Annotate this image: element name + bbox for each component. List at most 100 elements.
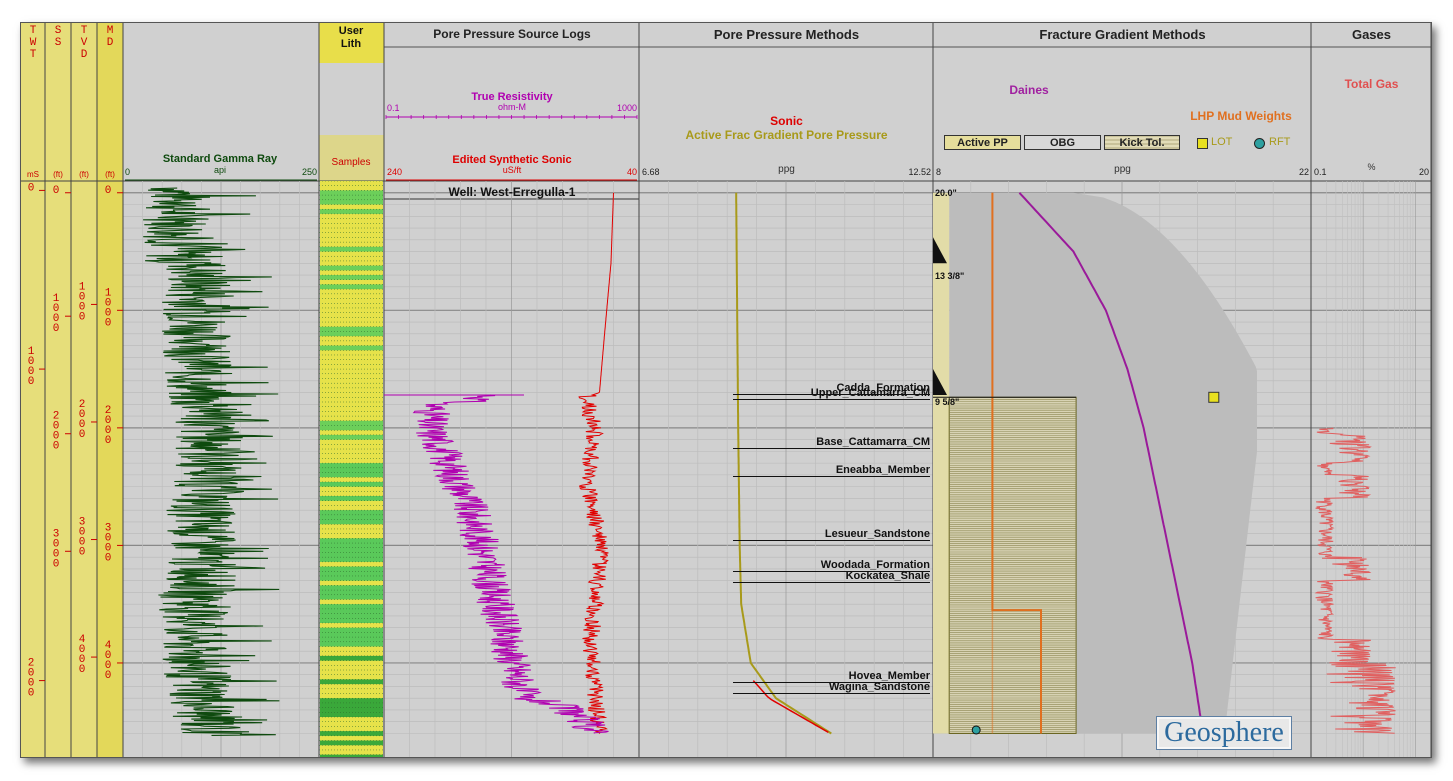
lithology-band [320, 293, 383, 300]
lithology-band [320, 660, 383, 666]
lithology-band [320, 467, 383, 474]
lithology-band [320, 401, 383, 408]
pp-active-frac-title: Active Frac Gradient Pore Pressure [685, 128, 888, 142]
sonic-title: Edited Synthetic Sonic [452, 154, 572, 166]
lithology-band [320, 477, 383, 483]
samples-header-bg [319, 135, 384, 181]
samples-title: Samples [331, 157, 371, 168]
lithology-band [320, 345, 383, 351]
lithology-band [320, 575, 383, 582]
lithology-band [320, 618, 383, 624]
lithology-band [320, 707, 383, 713]
lithology-band [320, 256, 383, 262]
resistivity-unit: ohm-M [497, 102, 526, 112]
lithology-band [320, 524, 383, 530]
gamma-title: Standard Gamma Ray [162, 153, 278, 165]
formation-top-label: Base_Cattamarra_CM [733, 436, 930, 450]
lithology-band [320, 228, 383, 234]
lithology-band [320, 260, 383, 267]
lithology-band [320, 481, 383, 488]
lithology-band [320, 613, 383, 619]
rft-legend-label: RFT [1269, 136, 1291, 148]
lithology-band [320, 533, 383, 539]
lithology-band [320, 439, 383, 445]
casing-size-label: 9 5/8" [935, 396, 960, 407]
lithology-band [320, 557, 383, 563]
lithology-band [320, 378, 383, 384]
obg-button[interactable]: OBG [1024, 135, 1101, 150]
daines-title: Daines [1009, 83, 1049, 97]
pp-source-title: Pore Pressure Source Logs [433, 27, 591, 41]
lithology-band [320, 665, 383, 671]
lithology-band [320, 693, 383, 699]
lithology-band [320, 632, 383, 638]
lithology-band [320, 519, 383, 525]
kick-tol-button[interactable]: Kick Tol. [1104, 135, 1180, 150]
lithology-band [320, 251, 383, 257]
formation-top-label: Wagina_Sandstone [733, 681, 930, 694]
md-column-fill [97, 23, 123, 757]
twt-column [21, 23, 45, 757]
lithology-band [320, 528, 383, 535]
lithology-band [320, 561, 383, 568]
lithology-band [320, 655, 383, 662]
fg-methods-title: Fracture Gradient Methods [1039, 27, 1206, 42]
lithology-band [320, 336, 383, 342]
lithology-band [320, 275, 383, 281]
twt-unit: mS [27, 170, 39, 179]
lithology-band [320, 190, 383, 196]
tvd-column [71, 23, 97, 757]
lithology-band [320, 496, 383, 502]
lithology-band [320, 580, 383, 586]
lithology-band [320, 721, 383, 727]
formation-top-label: Kockatea_Shale [733, 570, 930, 584]
lithology-band [320, 303, 383, 309]
lithology-band [320, 322, 383, 328]
lithology-band [320, 383, 383, 389]
lithology-band [320, 608, 383, 615]
lithology-band [320, 684, 383, 690]
rft-legend-icon [1254, 138, 1265, 149]
lithology-column [319, 180, 384, 757]
lithology-band [320, 745, 383, 751]
lithology-band [320, 641, 383, 648]
casing-size-label: 20.0" [935, 187, 957, 198]
fg-min: 8 [936, 167, 942, 177]
lithology-band [320, 387, 383, 394]
lithology-band [320, 430, 383, 436]
pp-methods-title: Pore Pressure Methods [713, 27, 860, 42]
lithology-band [320, 369, 383, 375]
total-gas-curve [1314, 427, 1396, 734]
lithology-band [320, 500, 383, 506]
sonic-unit: uS/ft [502, 165, 522, 175]
lithology-band [320, 340, 383, 347]
total-gas-title: Total Gas [1344, 77, 1399, 91]
active-pp-button[interactable]: Active PP [944, 135, 1021, 150]
pp-sonic-curve [752, 680, 829, 733]
lithology-band [320, 411, 383, 417]
lithology-band [320, 350, 383, 356]
pp-min: 6.68 [642, 167, 660, 177]
user-lith-title: User Lith [338, 25, 364, 50]
ss-unit: (ft) [53, 170, 63, 179]
lithology-band [320, 218, 383, 224]
mud-weights-title: LHP Mud Weights [1190, 109, 1292, 123]
lithology-band [320, 289, 383, 295]
lithology-band [320, 449, 383, 455]
lithology-band [320, 265, 383, 271]
lithology-band [320, 585, 383, 591]
lithology-band [320, 726, 383, 732]
ss-column [45, 23, 71, 757]
lithology-band [320, 270, 383, 276]
resistivity-title: True Resistivity [471, 91, 553, 103]
formation-top-label: Cadda_Formation [733, 382, 930, 395]
lithology-band [320, 486, 383, 492]
lithology-band [320, 373, 383, 379]
